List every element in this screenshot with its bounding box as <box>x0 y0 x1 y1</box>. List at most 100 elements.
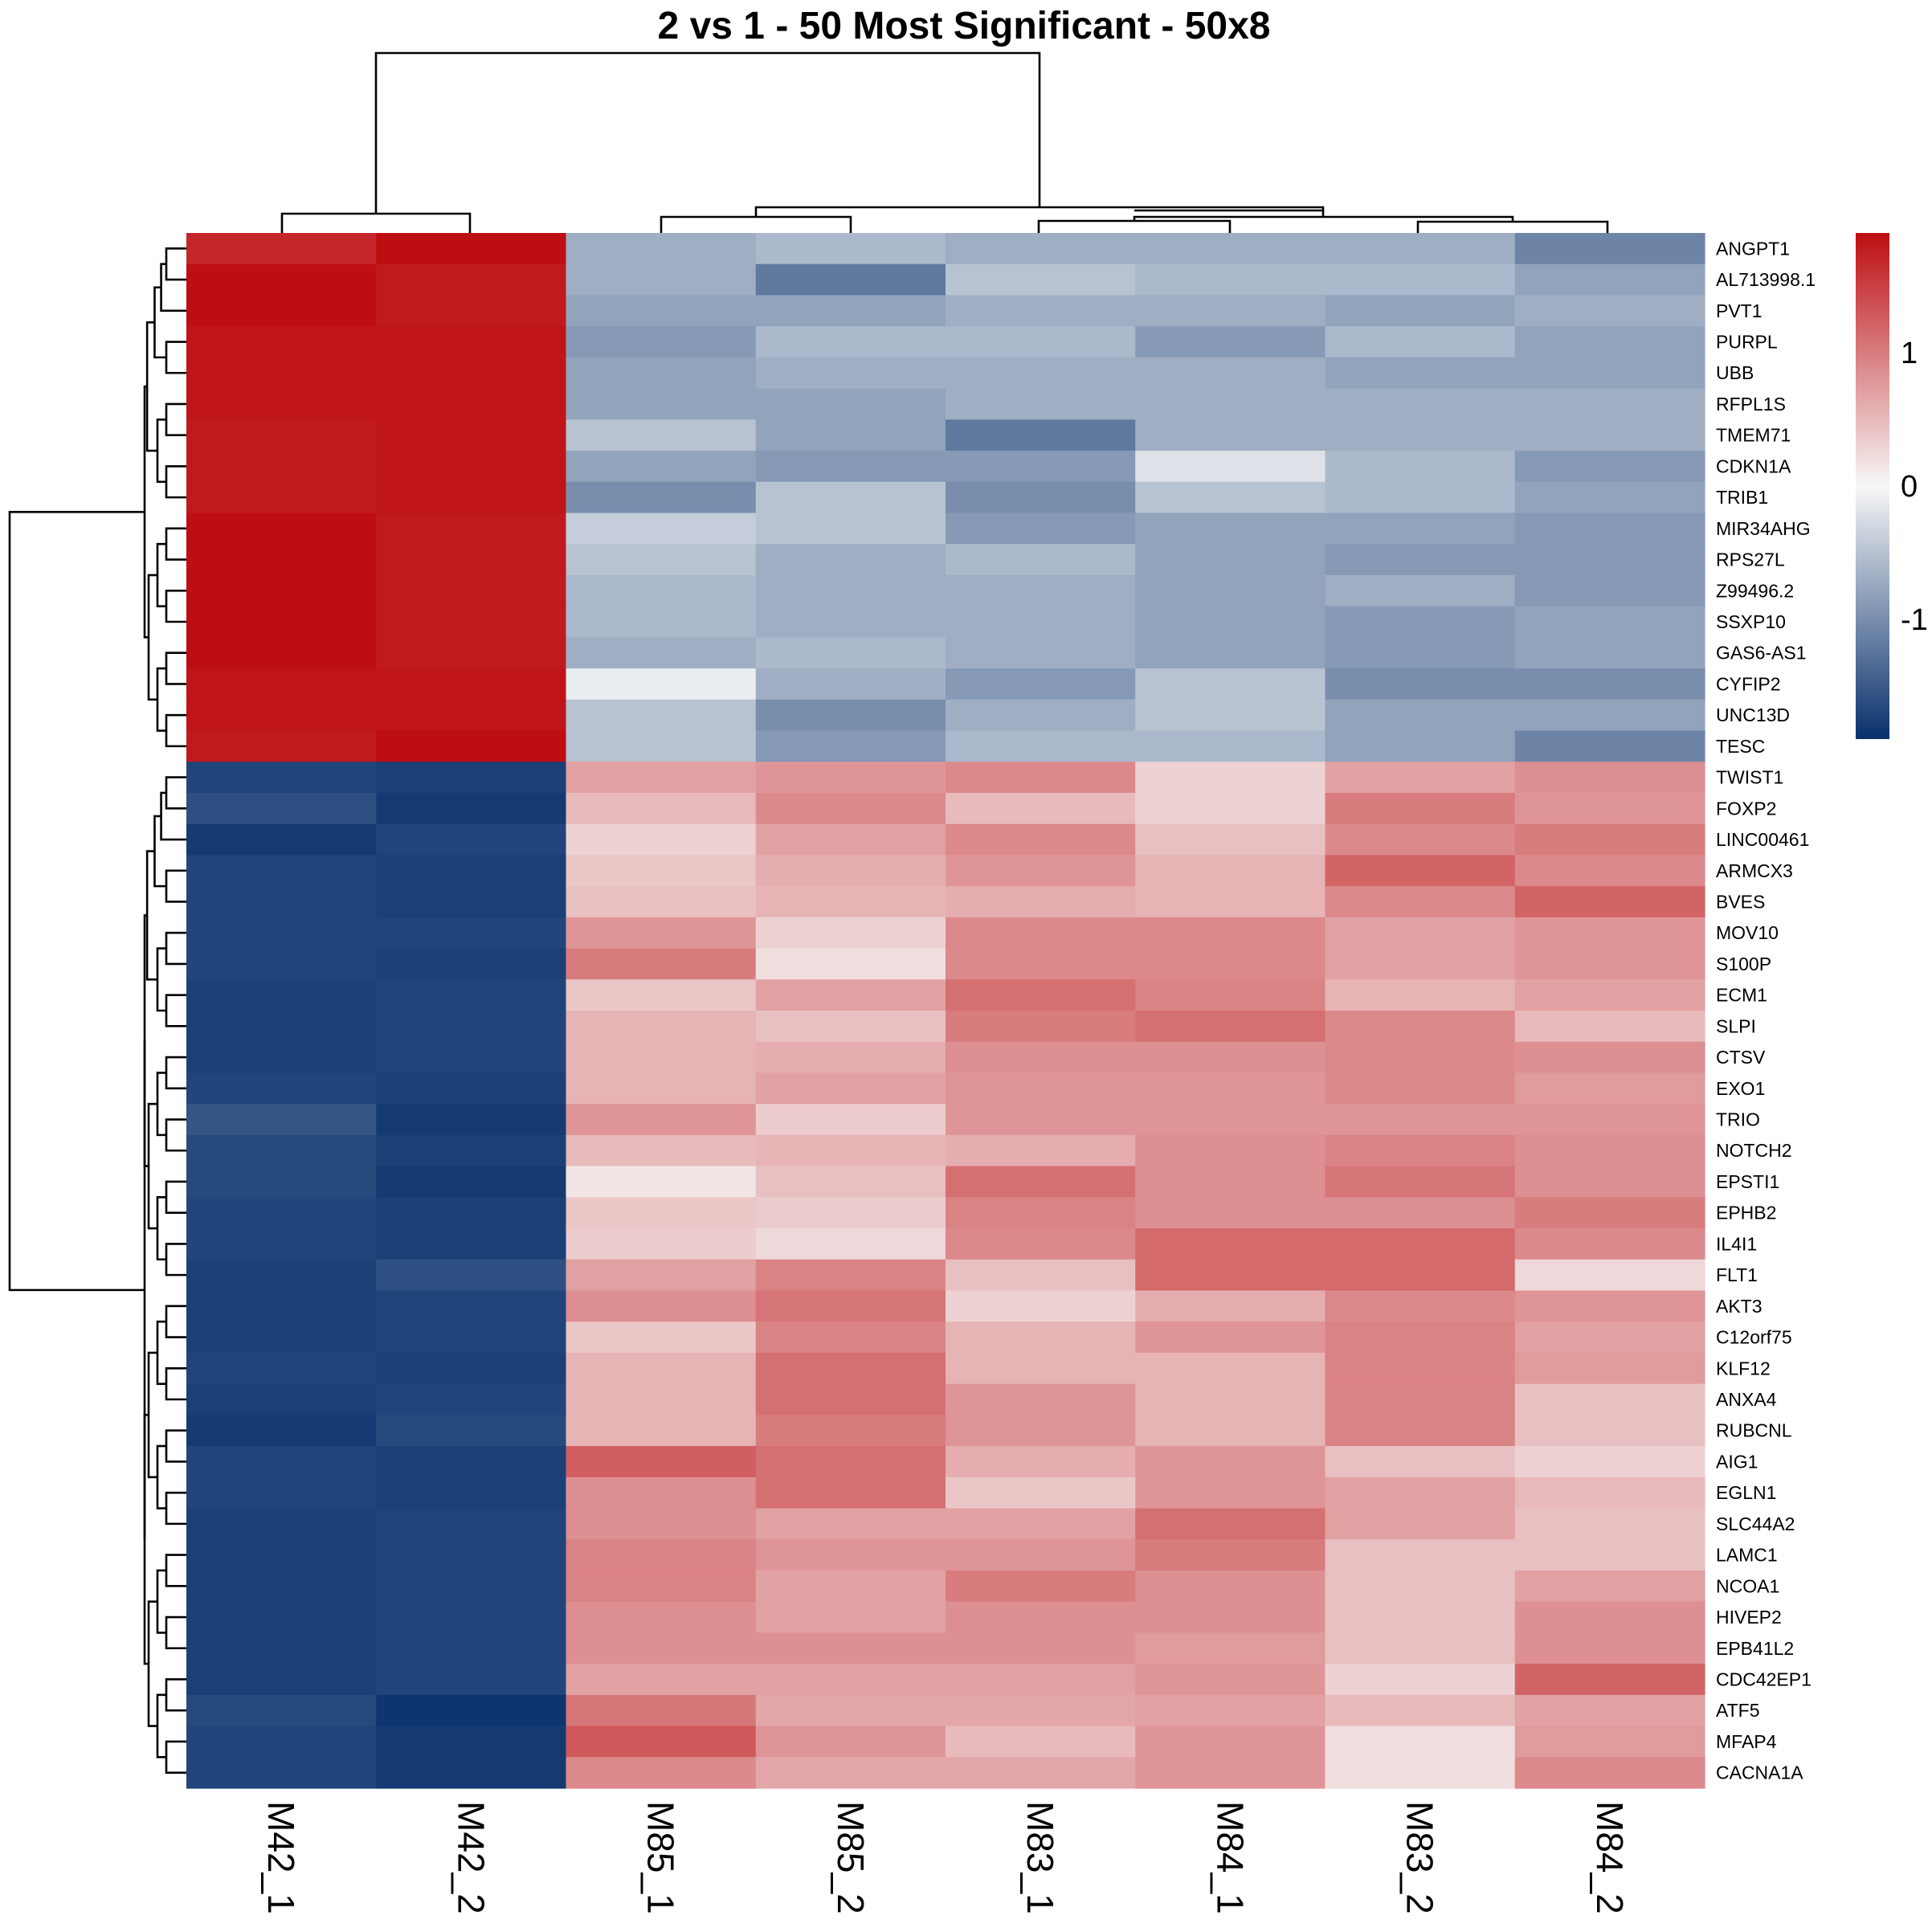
row-dendrogram-branch <box>165 1491 186 1526</box>
heatmap-cell <box>1514 792 1705 825</box>
heatmap-cell <box>755 792 946 825</box>
heatmap-cell <box>566 295 757 327</box>
heatmap-cell <box>1325 979 1516 1011</box>
heatmap-cell <box>186 1166 377 1198</box>
row-label: TESC <box>1716 736 1765 757</box>
heatmap-cell <box>755 917 946 950</box>
heatmap-cell <box>186 606 377 638</box>
heatmap-cell <box>186 1632 377 1664</box>
heatmap-cell <box>946 699 1136 732</box>
row-dendrogram-branch <box>165 465 186 499</box>
row-dendrogram-branch <box>156 1072 166 1137</box>
heatmap-cell <box>566 1104 757 1136</box>
row-label: ATF5 <box>1716 1700 1760 1721</box>
heatmap-cell <box>1135 1321 1326 1354</box>
heatmap-cell <box>946 979 1136 1011</box>
row-dendrogram <box>8 247 186 1774</box>
row-dendrogram-branch <box>165 589 186 623</box>
heatmap-cell <box>566 233 757 265</box>
row-dendrogram-root <box>8 510 145 1292</box>
heatmap-cell <box>566 419 757 451</box>
heatmap-cell <box>1514 1446 1705 1478</box>
heatmap-cell <box>186 513 377 545</box>
heatmap-cell <box>1514 451 1705 483</box>
heatmap-cell <box>1514 513 1705 545</box>
heatmap-cell <box>376 263 567 296</box>
heatmap-cell <box>755 1072 946 1105</box>
heatmap-cell <box>186 1664 377 1696</box>
heatmap-cell <box>186 855 377 887</box>
heatmap-cell <box>376 1104 567 1136</box>
heatmap-cell <box>376 233 567 265</box>
heatmap-cell <box>1514 948 1705 980</box>
heatmap-cell <box>1514 1290 1705 1322</box>
heatmap-cell <box>755 637 946 669</box>
row-label: S100P <box>1716 954 1771 974</box>
heatmap-cell <box>1325 823 1516 856</box>
row-label: RFPL1S <box>1716 394 1786 415</box>
heatmap-cell <box>1514 481 1705 514</box>
heatmap-cell <box>1135 544 1326 576</box>
heatmap-cell <box>755 451 946 483</box>
heatmap-cell <box>1135 1383 1326 1415</box>
heatmap-cell <box>755 481 946 514</box>
heatmap-cell <box>566 1011 757 1043</box>
heatmap-cell <box>1135 1415 1326 1447</box>
row-dendrogram-branch <box>156 1196 166 1261</box>
heatmap-cell <box>1325 886 1516 918</box>
heatmap-cell <box>566 1072 757 1105</box>
heatmap-cell <box>186 1757 377 1789</box>
heatmap-cell <box>1514 1228 1705 1260</box>
heatmap-cell <box>755 979 946 1011</box>
heatmap-cell <box>946 606 1136 638</box>
row-label: LINC00461 <box>1716 829 1809 850</box>
heatmap-cell <box>376 295 567 327</box>
heatmap-cell <box>755 699 946 732</box>
row-label: EPHB2 <box>1716 1203 1776 1223</box>
heatmap-cell <box>946 1570 1136 1603</box>
heatmap-cell <box>566 1166 757 1198</box>
heatmap-cell <box>566 1726 757 1758</box>
row-label: IL4I1 <box>1716 1233 1757 1254</box>
row-dendrogram-branch <box>165 994 186 1027</box>
heatmap-cell <box>1135 1011 1326 1043</box>
heatmap-cell <box>376 1508 567 1540</box>
heatmap-cell <box>755 513 946 545</box>
heatmap-cell <box>566 792 757 825</box>
heatmap-cell <box>1325 792 1516 825</box>
row-label: RUBCNL <box>1716 1420 1792 1441</box>
row-dendrogram-branch <box>165 1180 186 1214</box>
heatmap-cell <box>755 1197 946 1229</box>
heatmap-cell <box>376 762 567 794</box>
row-dendrogram-branch <box>160 263 186 312</box>
heatmap-cell <box>186 1383 377 1415</box>
heatmap-cell <box>1135 1726 1326 1758</box>
heatmap-cell <box>1135 699 1326 732</box>
row-dendrogram-branch <box>165 1243 186 1276</box>
heatmap-cell <box>1325 948 1516 980</box>
heatmap-cell <box>1135 1134 1326 1167</box>
heatmap-cell <box>1325 1726 1516 1758</box>
heatmap-cell <box>566 637 757 669</box>
heatmap-cell <box>755 1321 946 1354</box>
heatmap-cell <box>1135 1104 1326 1136</box>
row-dendrogram-branch <box>156 1569 166 1634</box>
heatmap-cell <box>946 295 1136 327</box>
heatmap-cell <box>755 1041 946 1074</box>
column-dendrogram-branch <box>1037 219 1232 233</box>
heatmap-cell <box>566 979 757 1011</box>
row-label: ANXA4 <box>1716 1389 1777 1410</box>
heatmap-cell <box>376 1601 567 1633</box>
heatmap-cell <box>376 1664 567 1696</box>
heatmap-cell <box>946 762 1136 794</box>
row-dendrogram-branch <box>165 1305 186 1338</box>
heatmap-cell <box>376 1228 567 1260</box>
heatmap-cell <box>1135 792 1326 825</box>
row-label: EPSTI1 <box>1716 1171 1779 1192</box>
heatmap-cell <box>376 699 567 732</box>
heatmap-cell <box>1514 1632 1705 1664</box>
heatmap-cell <box>376 1757 567 1789</box>
heatmap-cell <box>566 451 757 483</box>
heatmap-cell <box>1514 419 1705 451</box>
heatmap-cell <box>1514 233 1705 265</box>
